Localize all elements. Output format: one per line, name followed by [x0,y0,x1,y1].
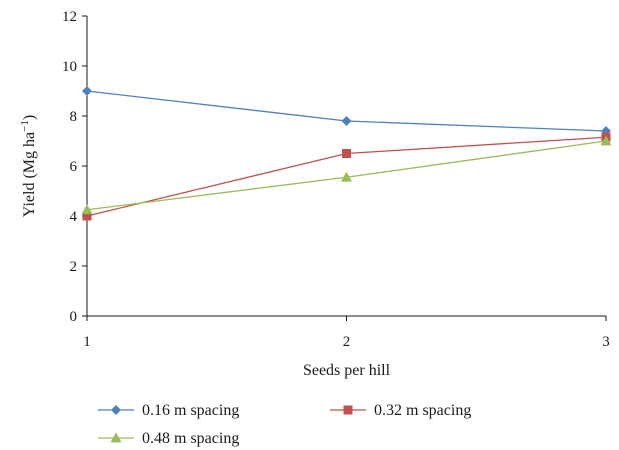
y-tick-label: 8 [70,109,78,125]
legend-item: 0.32 m spacing [330,402,471,419]
y-tick-label: 6 [70,159,78,175]
data-point-square [82,211,92,221]
y-tick-label: 2 [70,259,78,275]
legend-label: 0.32 m spacing [374,402,471,419]
legend-label: 0.48 m spacing [142,430,239,447]
y-tick-label: 4 [70,209,78,225]
y-tick-label: 0 [70,309,78,325]
legend: 0.16 m spacing 0.32 m spacing 0.48 m spaci… [98,402,471,447]
data-point-diamond [82,86,92,96]
legend-item: 0.16 m spacing [98,402,239,419]
series-3 [81,135,612,215]
y-axis-title-exponent: −1 [19,120,31,132]
legend-marker-square [343,405,353,415]
y-axis-title: Yield (Mg ha−1) [19,115,38,217]
legend-item: 0.48 m spacing [98,430,239,447]
x-tick-label: 3 [602,334,610,350]
legend-marker-diamond [111,405,121,415]
data-point-triangle [600,135,612,146]
y-axis-title-main: Yield (Mg ha [21,132,38,217]
y-axis-title-close: ) [21,115,38,120]
y-tick-label: 10 [62,59,77,75]
data-point-square [342,149,351,158]
y-axis-ticks: 0 2 4 6 8 10 12 [62,9,87,325]
x-tick-label: 1 [83,334,91,350]
data-point-diamond [341,116,352,126]
x-axis-ticks: 1 2 3 [83,316,610,350]
legend-label: 0.16 m spacing [142,402,239,419]
data-point-triangle [81,204,93,215]
series-1 [82,86,611,136]
x-tick-label: 2 [343,334,351,350]
legend-marker-triangle [110,432,122,443]
series-layer [81,86,612,221]
data-point-triangle [341,171,352,182]
y-tick-label: 12 [62,9,77,25]
x-axis-title: Seeds per hill [303,362,391,379]
